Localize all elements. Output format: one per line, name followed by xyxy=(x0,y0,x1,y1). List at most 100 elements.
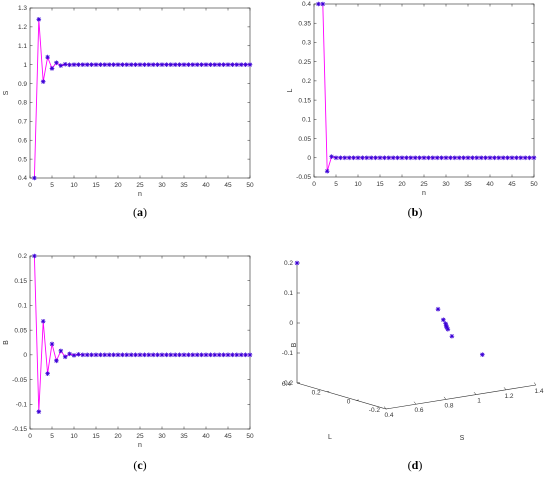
data-point-b xyxy=(531,155,537,161)
y-tick-label: 0.05 xyxy=(14,327,27,334)
data-point-c xyxy=(238,352,244,358)
data-point-a xyxy=(142,62,147,67)
s-tick-mark xyxy=(533,382,537,386)
data-point-b xyxy=(430,155,436,161)
l-tick-label: 0.2 xyxy=(312,390,321,397)
data-point-b xyxy=(522,155,528,161)
x-tick-label: 15 xyxy=(92,182,100,189)
s-axis-label-d: S xyxy=(460,435,465,442)
y-tick-label: 0.1 xyxy=(18,303,27,310)
data-point-c xyxy=(155,352,160,358)
s-tick-mark xyxy=(443,396,447,400)
z-tick-label: 0 xyxy=(289,320,293,327)
x-axis-label-c: n xyxy=(138,442,142,449)
data-point-a xyxy=(133,62,138,67)
data-point-b xyxy=(399,155,405,161)
x-tick-label: 40 xyxy=(202,182,210,189)
z-tick-label: -0.1 xyxy=(282,350,294,357)
s-tick-label: 1.2 xyxy=(504,393,513,400)
y-tick-label: -0.05 xyxy=(296,174,311,181)
data-point-b xyxy=(395,155,400,161)
data-point-d xyxy=(294,260,300,266)
data-point-c xyxy=(168,352,174,358)
data-point-b xyxy=(470,155,475,161)
x-tick-label: 40 xyxy=(486,181,494,188)
data-point-d xyxy=(441,317,446,323)
data-point-b xyxy=(351,155,356,161)
caption-c: (c) xyxy=(133,458,146,472)
data-point-b xyxy=(355,155,361,161)
y-axis-label-a: S xyxy=(3,90,10,95)
x-tick-label: 5 xyxy=(50,182,54,189)
data-point-d xyxy=(444,323,449,329)
y-axis-label-b: L xyxy=(287,88,294,92)
data-point-b xyxy=(417,155,422,161)
data-point-a xyxy=(247,62,253,67)
data-point-c xyxy=(80,352,86,358)
s-tick-label: 1.4 xyxy=(534,388,543,395)
s-tick-mark xyxy=(473,391,477,395)
data-point-b xyxy=(382,155,387,161)
data-point-a xyxy=(80,62,86,67)
data-point-a xyxy=(76,62,81,67)
y-tick-label: 0.4 xyxy=(302,1,311,8)
data-point-b xyxy=(474,155,480,161)
caption-a: (a) xyxy=(133,205,147,219)
data-point-b xyxy=(483,155,488,161)
data-point-b xyxy=(333,155,339,161)
data-point-a xyxy=(168,62,174,67)
data-point-a xyxy=(155,62,160,67)
data-point-c xyxy=(203,352,209,358)
data-point-a xyxy=(203,62,209,67)
data-point-a xyxy=(137,62,143,67)
data-point-a xyxy=(216,62,222,67)
data-point-b xyxy=(492,155,497,161)
data-point-c xyxy=(216,352,222,358)
data-point-a xyxy=(49,66,55,71)
data-point-c xyxy=(120,352,125,358)
s-tick-mark xyxy=(503,387,507,390)
y-tick-label: 0 xyxy=(307,155,311,162)
x-axis-label-b: n xyxy=(422,190,426,197)
caption-b: (b) xyxy=(408,205,423,219)
data-point-b xyxy=(461,155,466,161)
data-point-a xyxy=(177,62,182,67)
y-axis-label-c: B xyxy=(3,340,10,345)
z-axis-label-d: B xyxy=(291,342,298,347)
data-point-a xyxy=(32,175,37,181)
data-point-c xyxy=(76,352,81,357)
y-tick-label: -0.1 xyxy=(16,401,28,408)
x-tick-label: 35 xyxy=(180,182,188,189)
s-tick-label: 0.4 xyxy=(384,412,393,419)
data-point-d xyxy=(480,352,485,357)
l-tick-label: 0.4 xyxy=(282,381,291,388)
x-tick-label: 25 xyxy=(136,433,144,440)
y-tick-label: 0.15 xyxy=(14,278,27,285)
x-tick-label: 0 xyxy=(28,182,32,189)
x-tick-label: 45 xyxy=(224,182,232,189)
data-point-b xyxy=(478,155,484,161)
data-point-a xyxy=(111,62,116,67)
data-point-a xyxy=(150,62,156,67)
x-tick-label: 40 xyxy=(202,433,210,440)
data-point-b xyxy=(421,155,427,161)
data-point-c xyxy=(67,351,72,357)
y-tick-label: -0.05 xyxy=(12,377,27,384)
data-point-b xyxy=(514,155,519,161)
x-tick-label: 50 xyxy=(530,181,538,188)
y-tick-label: 0.1 xyxy=(302,117,311,124)
data-point-a xyxy=(186,62,191,67)
s-axis-line xyxy=(385,384,537,410)
data-point-a xyxy=(102,62,108,67)
data-point-b xyxy=(316,1,321,7)
data-point-a xyxy=(243,62,248,67)
s-tick-mark xyxy=(383,406,387,410)
data-point-b xyxy=(452,155,458,161)
y-tick-label: 1.1 xyxy=(18,43,27,50)
data-point-c xyxy=(221,352,226,358)
y-tick-label: -0.15 xyxy=(12,426,27,433)
data-point-a xyxy=(120,62,125,67)
data-point-c xyxy=(49,341,55,347)
y-tick-label: 0.5 xyxy=(18,156,27,163)
data-point-c xyxy=(98,352,103,358)
